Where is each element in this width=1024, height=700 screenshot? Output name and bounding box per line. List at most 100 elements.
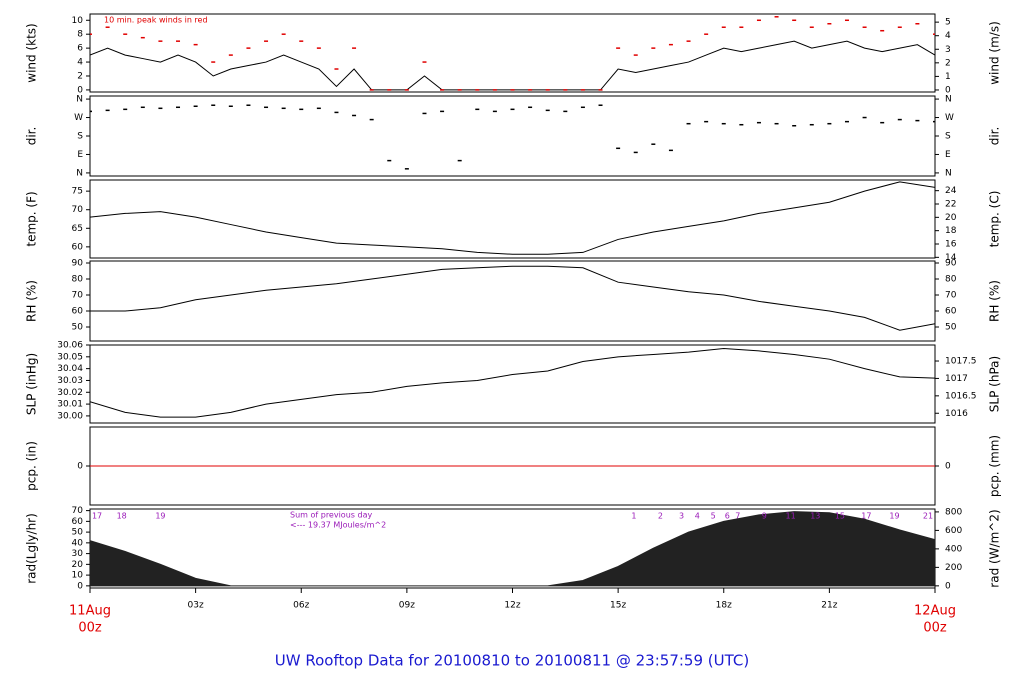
hour-label: 3 — [679, 512, 684, 521]
y2-tick-label: 1 — [945, 72, 951, 82]
data-line — [90, 181, 935, 255]
hour-label: 9 — [762, 512, 767, 521]
plot-area — [90, 265, 935, 331]
plot-area — [90, 181, 935, 255]
y2-axis-label: SLP (hPa) — [988, 356, 1002, 412]
y-axis-label: RH (%) — [25, 280, 39, 322]
y2-tick-label: 0 — [945, 581, 951, 591]
y2-tick-label: 600 — [945, 526, 962, 536]
y2-tick-label: 20 — [945, 213, 957, 223]
plot-area — [90, 511, 935, 587]
y-tick-label: 20 — [72, 560, 84, 570]
x-tick-label: 11Aug — [69, 604, 111, 619]
y-tick-label: 65 — [72, 224, 83, 234]
x-tick-label: 21z — [821, 601, 837, 611]
y-tick-label: 70 — [72, 205, 84, 215]
y2-tick-label: 22 — [945, 200, 956, 210]
y-tick-label: 30 — [72, 549, 84, 559]
annotation: <--- 19.37 MJoules/m^2 — [290, 521, 386, 530]
hour-label: 18 — [117, 512, 127, 521]
data-area — [90, 511, 935, 587]
y-tick-label: 30.02 — [57, 388, 83, 398]
y2-tick-label: W — [945, 113, 954, 123]
y-tick-label: 10 — [72, 571, 84, 581]
hour-label: 19 — [889, 512, 899, 521]
y-tick-label: 0 — [77, 581, 83, 591]
y-tick-label: 10 — [72, 16, 84, 26]
hour-label: 4 — [695, 512, 700, 521]
y2-tick-label: 5 — [945, 18, 951, 28]
y2-tick-label: 0 — [945, 462, 951, 472]
y-tick-label: 30.03 — [57, 376, 83, 386]
panel-frame — [89, 260, 936, 342]
y-tick-label: E — [77, 150, 83, 160]
annotation: Sum of previous day — [290, 511, 372, 520]
panel-frame — [89, 179, 936, 259]
panel-frame — [89, 344, 936, 424]
y2-tick-label: 80 — [945, 275, 957, 285]
y-tick-label: 2 — [77, 71, 83, 81]
data-line — [90, 265, 935, 331]
y2-axis-label: RH (%) — [988, 280, 1002, 322]
x-tick-label: 18z — [716, 601, 732, 611]
y-tick-label: 40 — [72, 538, 84, 548]
y-axis-label: SLP (inHg) — [25, 353, 39, 415]
hour-label: 5 — [711, 512, 716, 521]
page-title: UW Rooftop Data for 20100810 to 20100811… — [275, 652, 749, 670]
y2-tick-label: 400 — [945, 544, 962, 554]
y-tick-label: N — [76, 168, 83, 178]
y-tick-label: 4 — [77, 58, 83, 68]
y-tick-label: 50 — [72, 323, 84, 333]
y2-axis-label: temp. (C) — [988, 191, 1002, 248]
x-tick-label: 12Aug — [914, 604, 956, 619]
y2-tick-label: 1017.5 — [945, 357, 977, 367]
y-axis-label: dir. — [25, 127, 39, 146]
hour-label: 13 — [810, 512, 820, 521]
y2-tick-label: 18 — [945, 226, 957, 236]
data-line — [90, 40, 935, 91]
y-tick-label: 30.06 — [57, 341, 83, 351]
y2-tick-label: 50 — [945, 323, 957, 333]
y-tick-label: 8 — [77, 30, 83, 40]
y-tick-label: 60 — [72, 242, 84, 252]
hour-label: 1 — [631, 512, 636, 521]
y-axis-label: temp. (F) — [25, 191, 39, 246]
y-tick-label: 30.05 — [57, 352, 83, 362]
y-tick-label: 0 — [77, 462, 83, 472]
plot-area — [90, 348, 935, 418]
y2-axis-label: dir. — [988, 127, 1002, 146]
y-tick-label: 30.04 — [57, 364, 83, 374]
plot-area — [90, 104, 935, 170]
y-tick-label: 60 — [72, 307, 84, 317]
y-tick-label: 0 — [77, 85, 83, 95]
y2-tick-label: 90 — [945, 259, 957, 269]
y2-tick-label: 1016 — [945, 409, 968, 419]
y2-tick-label: 24 — [945, 186, 957, 196]
hour-label: 15 — [835, 512, 845, 521]
y-tick-label: 90 — [72, 259, 84, 269]
y-tick-label: 60 — [72, 517, 84, 527]
x-tick-sublabel: 00z — [78, 621, 102, 636]
y-tick-label: 70 — [72, 506, 84, 516]
y-tick-label: 50 — [72, 528, 84, 538]
hour-label: 2 — [658, 512, 663, 521]
y2-tick-label: 60 — [945, 307, 957, 317]
y-tick-label: W — [74, 113, 83, 123]
y2-tick-label: 1016.5 — [945, 391, 977, 401]
y-tick-label: 30.01 — [57, 400, 83, 410]
hour-label: 17 — [92, 512, 102, 521]
y-tick-label: 75 — [72, 187, 83, 197]
y2-tick-label: 14 — [945, 253, 957, 263]
x-tick-label: 12z — [504, 601, 520, 611]
y-axis-label: pcp. (in) — [25, 441, 39, 491]
y2-tick-label: 4 — [945, 31, 951, 41]
y-tick-label: 70 — [72, 291, 84, 301]
y2-tick-label: 70 — [945, 291, 957, 301]
y2-tick-label: 0 — [945, 85, 951, 95]
y2-tick-label: 1017 — [945, 374, 968, 384]
panel-frame — [89, 95, 936, 177]
plot-area — [90, 16, 935, 91]
y2-tick-label: S — [945, 132, 951, 142]
y-tick-label: 6 — [77, 44, 83, 54]
data-line — [90, 348, 935, 418]
